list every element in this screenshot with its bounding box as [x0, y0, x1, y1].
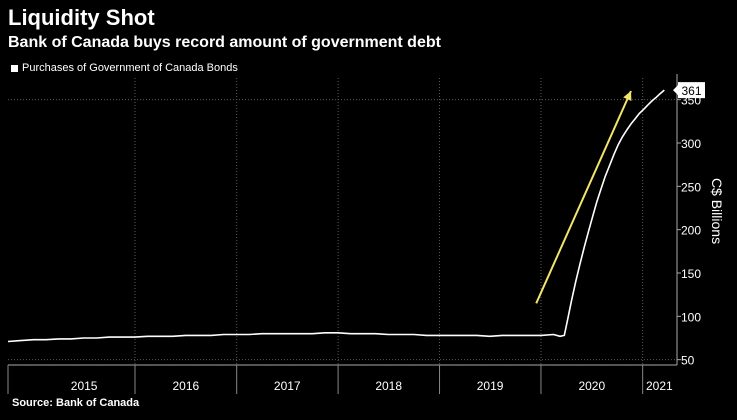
y-tick-label-150: 150 [681, 267, 701, 281]
y-tick-label-200: 200 [681, 224, 701, 238]
y-tick-label-50: 50 [681, 354, 695, 368]
y-tick-label-250: 250 [681, 180, 701, 194]
x-tick-label-2019: 2019 [477, 379, 504, 393]
y-axis-label: C$ Billions [709, 178, 725, 244]
series-line-bond-purchases [7, 89, 665, 343]
x-tick-label-2021: 2021 [646, 379, 673, 393]
legend: Purchases of Government of Canada Bonds [11, 61, 238, 75]
last-value-label: 361 [681, 84, 701, 98]
y-tick-label-100: 100 [681, 310, 701, 324]
legend-swatch [11, 64, 18, 72]
x-tick-label-2016: 2016 [172, 379, 199, 393]
trend-arrow-head [623, 91, 632, 102]
y-tick-label-300: 300 [681, 137, 701, 151]
source-note: Source: Bank of Canada [12, 397, 140, 409]
chart-title: Liquidity Shot [8, 5, 155, 30]
last-value-box [678, 82, 705, 99]
x-tick-label-2015: 2015 [71, 379, 98, 393]
legend-label: Purchases of Government of Canada Bonds [22, 62, 238, 74]
x-tick-label-2018: 2018 [375, 379, 402, 393]
trend-arrow-shaft [535, 90, 632, 304]
chart-subtitle: Bank of Canada buys record amount of gov… [8, 34, 441, 51]
x-tick-label-2017: 2017 [274, 379, 301, 393]
last-value-pointer [673, 85, 678, 96]
x-tick-label-2020: 2020 [578, 379, 605, 393]
